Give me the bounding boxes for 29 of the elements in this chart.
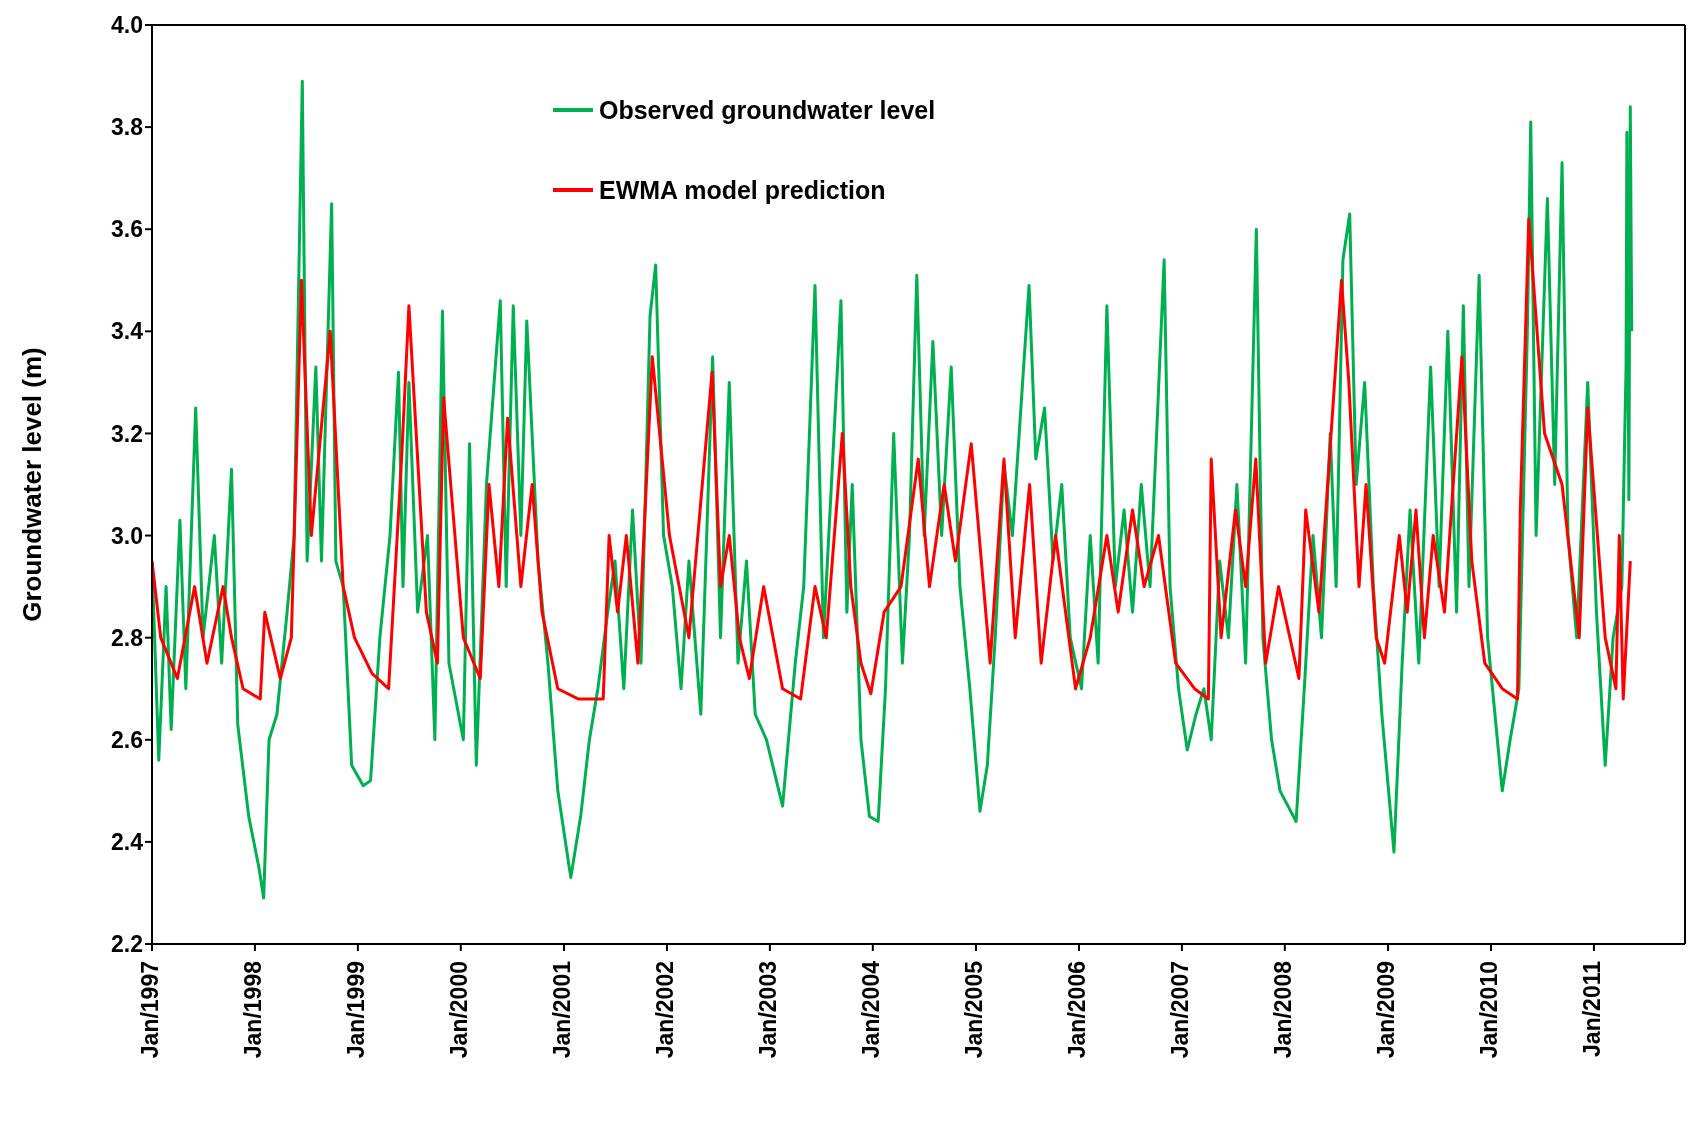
x-tick-label: Jan/2000 bbox=[445, 961, 472, 1059]
x-tick-label: Jan/1999 bbox=[342, 961, 369, 1059]
x-tick-label: Jan/2004 bbox=[857, 960, 884, 1059]
legend-label: EWMA model prediction bbox=[599, 175, 886, 205]
x-tick-label: Jan/2008 bbox=[1269, 960, 1296, 1059]
x-tick-label: Jan/2010 bbox=[1476, 961, 1503, 1059]
x-tick-label: Jan/2006 bbox=[1064, 961, 1091, 1059]
y-tick-label: 3.8 bbox=[111, 114, 144, 141]
y-axis-title: Groundwater level (m) bbox=[17, 347, 48, 622]
x-tick-label: Jan/1997 bbox=[137, 961, 164, 1059]
y-tick-label: 2.6 bbox=[111, 726, 143, 753]
x-tick-label: Jan/2001 bbox=[549, 960, 576, 1059]
x-tick-label: Jan/2005 bbox=[961, 960, 988, 1059]
y-tick-label: 2.8 bbox=[111, 624, 144, 651]
y-tick-label: 3.6 bbox=[111, 216, 143, 243]
y-tick-label: 2.2 bbox=[111, 931, 143, 958]
y-tick-label: 3.2 bbox=[111, 420, 143, 447]
x-tick-label: Jan/2011 bbox=[1578, 960, 1605, 1057]
y-tick-label: 3.4 bbox=[111, 318, 144, 345]
y-tick-label: 2.4 bbox=[111, 829, 144, 856]
x-tick-label: Jan/2007 bbox=[1166, 961, 1193, 1059]
x-tick-label: Jan/2009 bbox=[1373, 961, 1400, 1059]
y-tick-label: 3.0 bbox=[111, 522, 143, 549]
x-tick-label: Jan/2002 bbox=[652, 961, 679, 1059]
y-tick-label: 4.0 bbox=[111, 12, 143, 39]
x-tick-label: Jan/1998 bbox=[240, 960, 267, 1059]
line-series bbox=[152, 217, 1632, 701]
legend-label: Observed groundwater level bbox=[599, 95, 936, 125]
x-tick-label: Jan/2003 bbox=[754, 961, 781, 1059]
